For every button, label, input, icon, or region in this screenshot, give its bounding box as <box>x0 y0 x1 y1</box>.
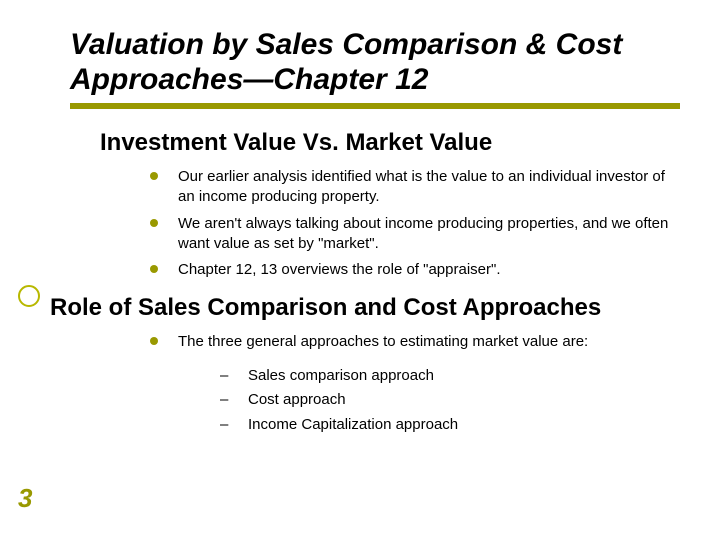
section-1-bullets: Our earlier analysis identified what is … <box>150 167 680 280</box>
section-1-heading: Investment Value Vs. Market Value <box>100 129 680 157</box>
title-underline <box>70 103 680 109</box>
bullet-item: Chapter 12, 13 overviews the role of "ap… <box>150 260 680 280</box>
section-2-heading: Role of Sales Comparison and Cost Approa… <box>50 294 680 322</box>
bullet-item: The three general approaches to estimati… <box>150 332 680 352</box>
bullet-item: Our earlier analysis identified what is … <box>150 167 680 208</box>
subbullet-item: Cost approach <box>220 389 680 412</box>
section-2-bullets: The three general approaches to estimati… <box>150 332 680 352</box>
section-2-subbullets: Sales comparison approach Cost approach … <box>220 365 680 437</box>
subbullet-item: Sales comparison approach <box>220 365 680 388</box>
slide: Valuation by Sales Comparison & Cost App… <box>0 0 720 540</box>
slide-title: Valuation by Sales Comparison & Cost App… <box>70 28 680 97</box>
decorative-circle <box>18 285 40 307</box>
bullet-item: We aren't always talking about income pr… <box>150 214 680 255</box>
subbullet-item: Income Capitalization approach <box>220 414 680 437</box>
page-number: 3 <box>18 483 32 514</box>
